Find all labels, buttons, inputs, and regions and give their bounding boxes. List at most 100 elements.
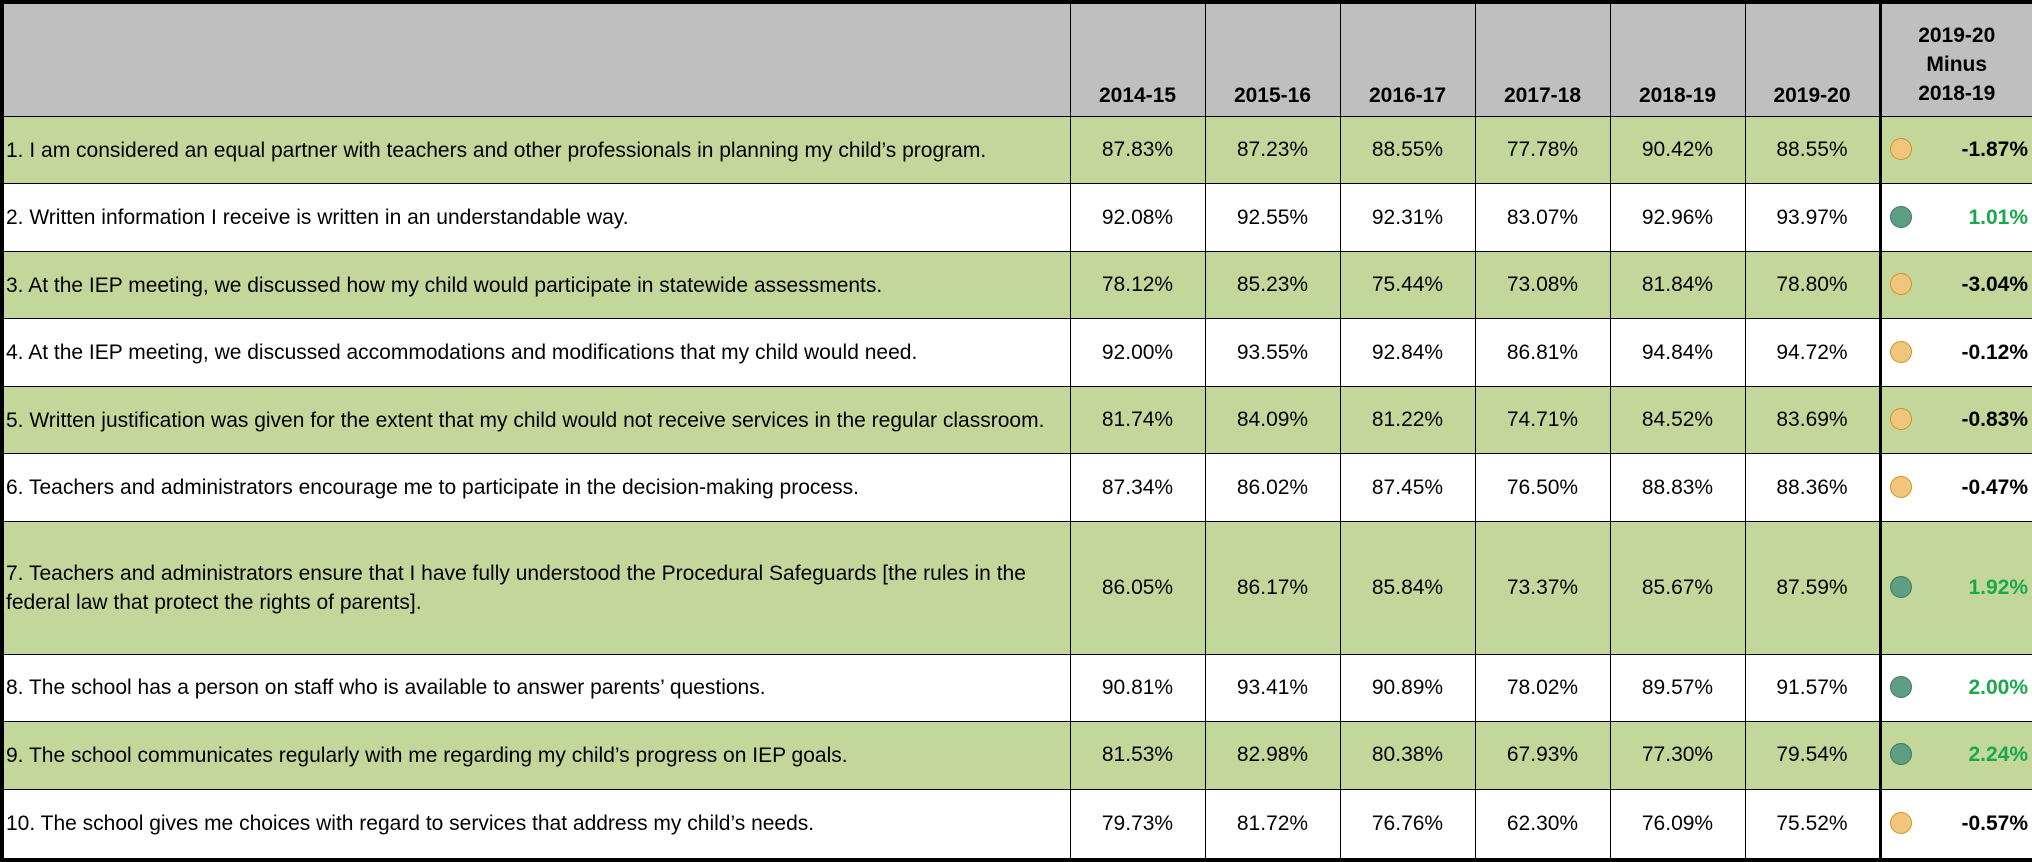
value-cell: 90.89% <box>1339 653 1476 723</box>
value-cell: 81.84% <box>1609 250 1746 320</box>
value-cell: 87.59% <box>1744 520 1881 655</box>
value-cell: 62.30% <box>1474 788 1611 861</box>
value-cell: 84.52% <box>1609 385 1746 455</box>
diff-cell: 2.24% <box>1878 721 2032 790</box>
value-cell: 73.37% <box>1474 520 1611 655</box>
diff-value: 1.01% <box>1968 205 2028 229</box>
value-cell: 83.69% <box>1744 385 1881 455</box>
value-cell: 92.96% <box>1609 183 1746 252</box>
value-cell: 67.93% <box>1474 721 1611 790</box>
question-cell: 7. Teachers and administrators ensure th… <box>1 520 1071 655</box>
diff-value: -1.87% <box>1961 138 2028 162</box>
trend-dot <box>1889 811 1912 834</box>
value-cell: 75.52% <box>1744 788 1881 861</box>
value-cell: 81.74% <box>1069 385 1206 455</box>
column-header: 2015-16 <box>1204 1 1341 117</box>
column-header: 2014-15 <box>1069 1 1206 117</box>
value-cell: 92.55% <box>1204 183 1341 252</box>
value-cell: 76.09% <box>1609 788 1746 861</box>
value-cell: 77.30% <box>1609 721 1746 790</box>
table-row: 4. At the IEP meeting, we discussed acco… <box>1 318 2032 387</box>
value-cell: 92.00% <box>1069 318 1206 387</box>
question-cell: 3. At the IEP meeting, we discussed how … <box>1 250 1071 320</box>
column-header: 2017-18 <box>1474 1 1611 117</box>
value-cell: 90.42% <box>1609 115 1746 185</box>
value-cell: 86.05% <box>1069 520 1206 655</box>
value-cell: 85.23% <box>1204 250 1341 320</box>
value-cell: 91.57% <box>1744 653 1881 723</box>
value-cell: 93.41% <box>1204 653 1341 723</box>
value-cell: 93.55% <box>1204 318 1341 387</box>
value-cell: 79.73% <box>1069 788 1206 861</box>
diff-cell: 1.92% <box>1878 520 2032 655</box>
diff-header-line: 2018-19 <box>1918 82 1996 105</box>
value-cell: 82.98% <box>1204 721 1341 790</box>
value-cell: 77.78% <box>1474 115 1611 185</box>
value-cell: 86.81% <box>1474 318 1611 387</box>
value-cell: 87.45% <box>1339 453 1476 522</box>
value-cell: 81.72% <box>1204 788 1341 861</box>
value-cell: 87.34% <box>1069 453 1206 522</box>
value-cell: 94.72% <box>1744 318 1881 387</box>
question-cell: 2. Written information I receive is writ… <box>1 183 1071 252</box>
value-cell: 94.84% <box>1609 318 1746 387</box>
diff-header-line: 2019-20 <box>1918 24 1996 47</box>
value-cell: 84.09% <box>1204 385 1341 455</box>
diff-cell: -0.57% <box>1878 788 2032 861</box>
diff-cell: -0.12% <box>1878 318 2032 387</box>
question-cell: 8. The school has a person on staff who … <box>1 653 1071 723</box>
value-cell: 78.02% <box>1474 653 1611 723</box>
value-cell: 92.08% <box>1069 183 1206 252</box>
table-row: 7. Teachers and administrators ensure th… <box>1 520 2032 655</box>
value-cell: 89.57% <box>1609 653 1746 723</box>
question-cell: 10. The school gives me choices with reg… <box>1 788 1071 861</box>
value-cell: 86.02% <box>1204 453 1341 522</box>
value-cell: 86.17% <box>1204 520 1341 655</box>
trend-dot <box>1889 743 1912 766</box>
value-cell: 85.67% <box>1609 520 1746 655</box>
question-cell: 9. The school communicates regularly wit… <box>1 721 1071 790</box>
trend-dot <box>1889 475 1912 498</box>
table-row: 3. At the IEP meeting, we discussed how … <box>1 250 2032 320</box>
trend-dot <box>1889 138 1912 161</box>
table-row: 2. Written information I receive is writ… <box>1 183 2032 252</box>
value-cell: 88.55% <box>1744 115 1881 185</box>
value-cell: 78.80% <box>1744 250 1881 320</box>
diff-value: -0.12% <box>1961 340 2028 364</box>
table-body: 1. I am considered an equal partner with… <box>1 115 2032 861</box>
value-cell: 80.38% <box>1339 721 1476 790</box>
column-header: 2016-17 <box>1339 1 1476 117</box>
trend-dot <box>1889 408 1912 431</box>
value-cell: 88.55% <box>1339 115 1476 185</box>
table-row: 10. The school gives me choices with reg… <box>1 788 2032 861</box>
value-cell: 87.23% <box>1204 115 1341 185</box>
diff-value: -0.47% <box>1961 475 2028 499</box>
diff-value: -0.57% <box>1961 811 2028 835</box>
value-cell: 85.84% <box>1339 520 1476 655</box>
diff-value: 1.92% <box>1968 575 2028 599</box>
diff-cell: -0.47% <box>1878 453 2032 522</box>
value-cell: 78.12% <box>1069 250 1206 320</box>
diff-value: 2.24% <box>1968 743 2028 767</box>
value-cell: 75.44% <box>1339 250 1476 320</box>
value-cell: 88.83% <box>1609 453 1746 522</box>
diff-cell: -0.83% <box>1878 385 2032 455</box>
table-row: 1. I am considered an equal partner with… <box>1 115 2032 185</box>
trend-dot <box>1889 340 1912 363</box>
trend-dot <box>1889 575 1912 598</box>
column-header: 2019-20 <box>1744 1 1881 117</box>
value-cell: 90.81% <box>1069 653 1206 723</box>
header-blank <box>1 1 1071 117</box>
diff-cell: 2.00% <box>1878 653 2032 723</box>
diff-value: 2.00% <box>1968 675 2028 699</box>
trend-dot <box>1889 273 1912 296</box>
question-cell: 5. Written justification was given for t… <box>1 385 1071 455</box>
table-row: 9. The school communicates regularly wit… <box>1 721 2032 790</box>
value-cell: 88.36% <box>1744 453 1881 522</box>
value-cell: 93.97% <box>1744 183 1881 252</box>
trend-dot <box>1889 205 1912 228</box>
question-cell: 6. Teachers and administrators encourage… <box>1 453 1071 522</box>
diff-value: -0.83% <box>1961 408 2028 432</box>
